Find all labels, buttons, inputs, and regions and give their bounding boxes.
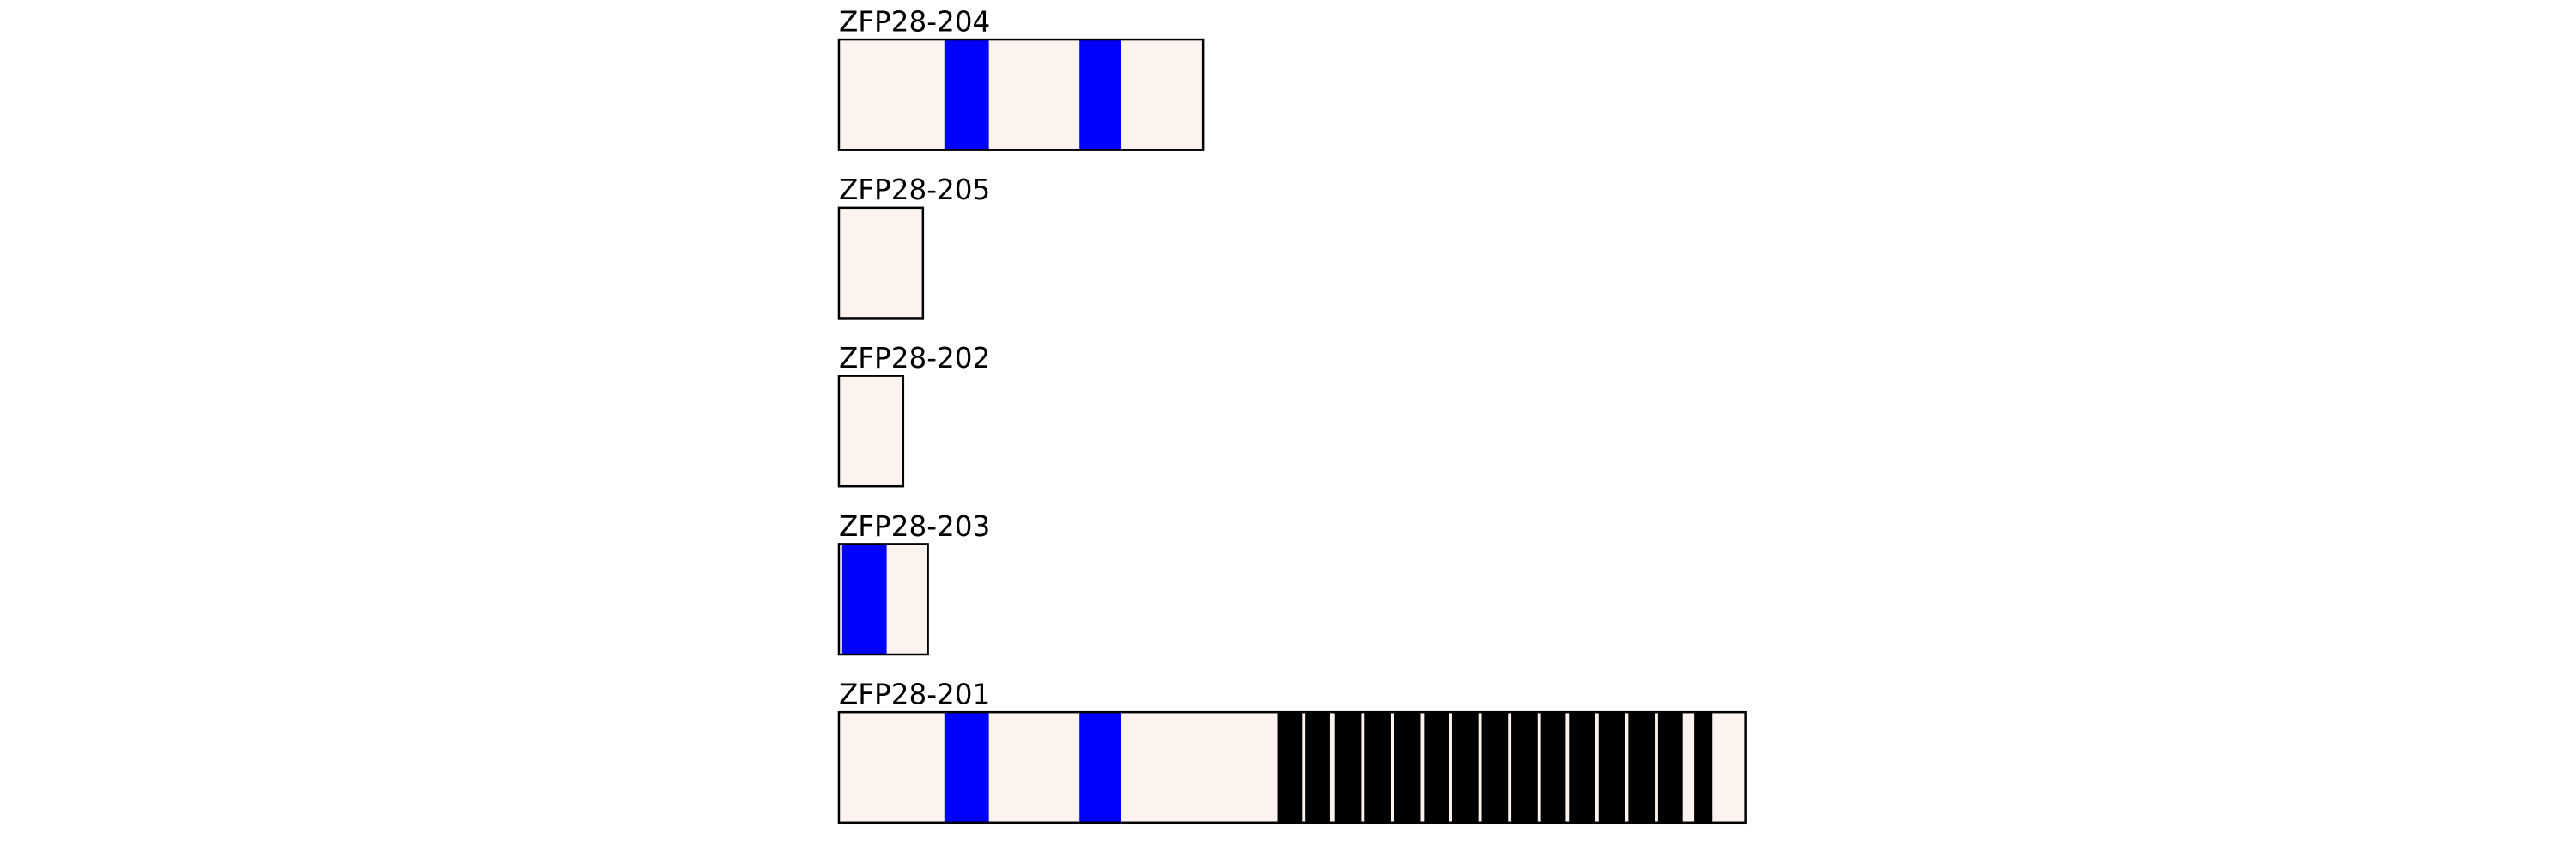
- track-border: [837, 543, 929, 656]
- track-border: [837, 38, 1205, 151]
- domain-black: [1694, 712, 1713, 823]
- domain-blue: [944, 40, 989, 150]
- domain-blue: [1079, 40, 1121, 150]
- track-border: [837, 206, 925, 320]
- domain-blue: [944, 712, 989, 823]
- track-box: [838, 375, 903, 487]
- domain-black: [1540, 712, 1566, 823]
- track-box: [838, 207, 923, 319]
- domain-black: [1277, 712, 1303, 823]
- track-label: ZFP28-204: [839, 5, 990, 38]
- domain-black: [1424, 712, 1449, 823]
- track-box: [838, 40, 1204, 150]
- track-label: ZFP28-205: [839, 174, 990, 206]
- domain-blue: [841, 544, 887, 655]
- domain-black: [1305, 712, 1330, 823]
- domain-black: [1334, 712, 1362, 823]
- domain-black: [1598, 712, 1625, 823]
- domain-black: [1394, 712, 1421, 823]
- domain-black: [1511, 712, 1538, 823]
- track-border: [837, 710, 1747, 825]
- domain-black: [1481, 712, 1509, 823]
- domain-black: [1569, 712, 1595, 823]
- track-label: ZFP28-203: [839, 510, 990, 543]
- domain-black: [1451, 712, 1479, 823]
- domain-blue: [1079, 712, 1121, 823]
- track-label: ZFP28-202: [839, 342, 990, 375]
- domain-black: [1657, 712, 1683, 823]
- track-label: ZFP28-201: [839, 679, 990, 711]
- domain-black: [1364, 712, 1391, 823]
- track-border: [837, 375, 905, 488]
- domain-black: [1628, 712, 1656, 823]
